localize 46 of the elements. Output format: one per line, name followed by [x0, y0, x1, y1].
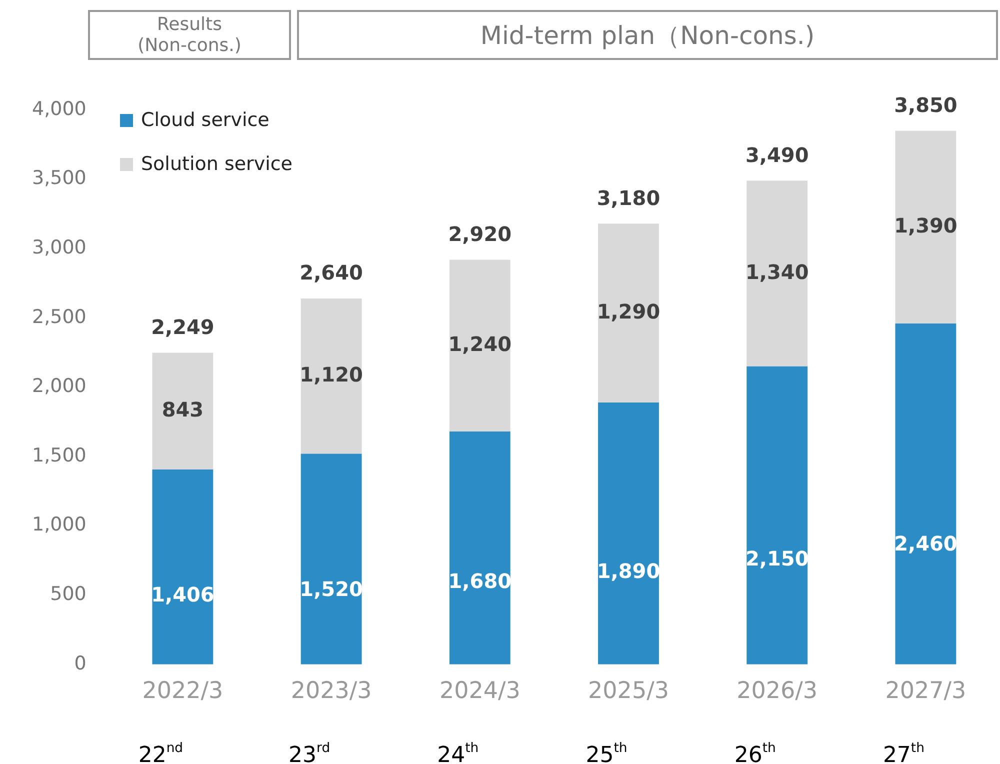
- data-label: 1,520: [300, 576, 363, 601]
- text: Mid-term plan（Non-cons.): [296, 10, 998, 60]
- bar: [895, 323, 956, 664]
- bar: [300, 298, 362, 454]
- y-tick-label: 2,500: [32, 306, 86, 328]
- total-label: 3,490: [745, 142, 809, 167]
- legend-label: Solution service: [140, 152, 292, 177]
- bar: [746, 180, 808, 366]
- y-tick-label: 2,000: [32, 375, 86, 398]
- x-tick-label: 2027/3: [885, 678, 966, 704]
- data-label: 1,290: [596, 299, 660, 324]
- bar: [449, 432, 510, 664]
- data-label: 1,340: [745, 260, 809, 284]
- x-tick-label: 2026/3: [736, 678, 818, 704]
- total-label: 2,640: [300, 260, 363, 285]
- y-tick-label: 3,500: [32, 167, 86, 190]
- bar: [895, 130, 956, 324]
- bar: [152, 352, 214, 470]
- data-label: 843: [162, 397, 204, 422]
- total-label: 2,920: [448, 222, 512, 246]
- y-tick-label: 1,500: [32, 444, 86, 466]
- bar: [598, 402, 659, 664]
- y-tick-label: 3,000: [32, 236, 86, 259]
- y-tick-label: 1,000: [32, 514, 86, 536]
- data-label: 1,240: [448, 332, 512, 356]
- x-tick-label: 2022/3: [142, 678, 224, 704]
- bar: [300, 454, 362, 664]
- x-tick-label: 2023/3: [290, 678, 372, 704]
- bar: [746, 366, 808, 664]
- data-label: 1,120: [300, 362, 363, 386]
- bar: [598, 224, 659, 402]
- bar: [152, 470, 214, 664]
- legend-label: Cloud service: [140, 108, 270, 133]
- data-label: 1,680: [448, 569, 512, 594]
- total-label: 3,850: [894, 92, 958, 117]
- total-label: 2,249: [151, 314, 214, 339]
- data-label: 1,390: [894, 213, 958, 238]
- x-tick-label: 2024/3: [439, 678, 520, 704]
- bar: [449, 260, 510, 432]
- text: Results (Non-cons.): [88, 10, 291, 60]
- total-label: 3,180: [596, 186, 660, 210]
- data-label: 1,890: [596, 558, 660, 583]
- x-tick-label: 2025/3: [588, 678, 669, 704]
- y-tick-label: 4,000: [32, 98, 86, 120]
- y-tick-label: 0: [74, 652, 86, 674]
- y-tick-label: 500: [50, 583, 86, 606]
